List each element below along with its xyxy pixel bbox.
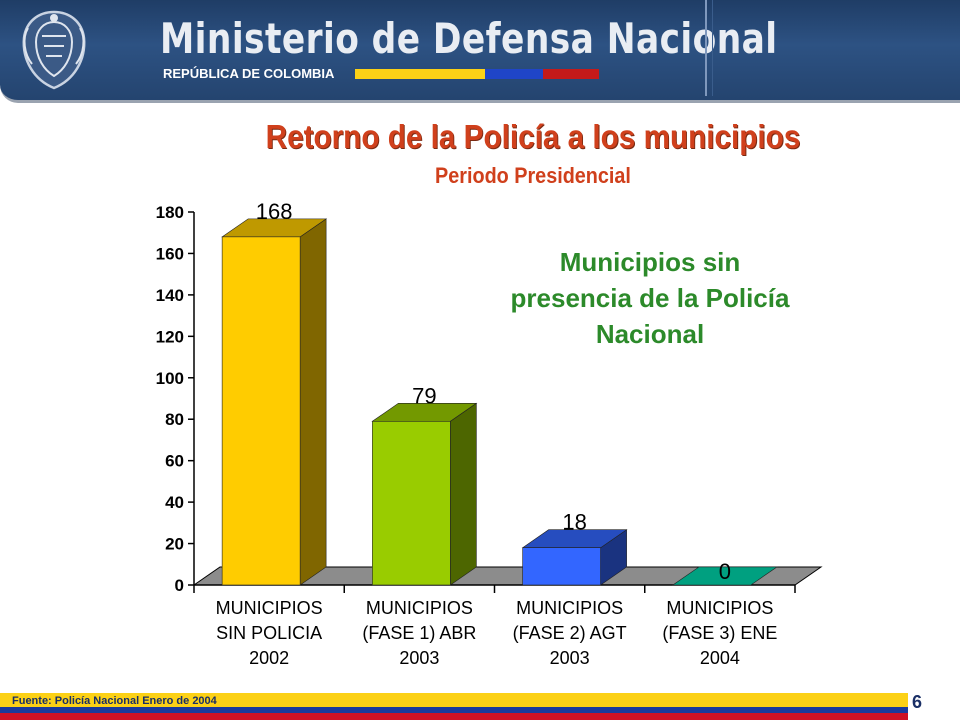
category-label: 2002 [249, 648, 289, 668]
category-label: 2003 [550, 648, 590, 668]
category-label: MUNICIPIOS [216, 598, 323, 618]
header-banner: Ministerio de Defensa Nacional REPÚBLICA… [0, 0, 960, 103]
republic-subtitle: REPÚBLICA DE COLOMBIA [163, 66, 335, 81]
footer-stripe-yellow [0, 693, 908, 707]
category-label: MUNICIPIOS [666, 598, 773, 618]
bar [372, 420, 451, 586]
bar [221, 236, 301, 586]
page-number: 6 [912, 692, 923, 712]
footer-stripe-red [0, 713, 908, 720]
y-tick-label: 160 [156, 244, 184, 263]
data-label: 0 [719, 559, 731, 584]
y-tick-label: 40 [165, 493, 184, 512]
data-label: 79 [412, 383, 436, 408]
category-label: 2003 [399, 648, 439, 668]
data-label: 18 [562, 510, 586, 535]
source-note: Fuente: Policía Nacional Enero de 2004 [12, 695, 217, 707]
bar-side [450, 402, 477, 586]
category-label: MUNICIPIOS [366, 598, 473, 618]
data-label: 168 [256, 199, 293, 224]
banner-divider [705, 0, 707, 96]
y-tick-label: 120 [156, 327, 184, 346]
category-label: (FASE 1) ABR [362, 623, 476, 643]
ministry-title: Ministerio de Defensa Nacional [160, 14, 778, 63]
y-tick-label: 140 [156, 286, 184, 305]
category-label: 2004 [700, 648, 740, 668]
y-tick-label: 100 [156, 369, 184, 388]
category-label: (FASE 2) AGT [513, 623, 627, 643]
category-label: MUNICIPIOS [516, 598, 623, 618]
bar [671, 566, 778, 586]
footer-stripe-blue [0, 707, 908, 713]
chart-annotation: Municipios sin presencia de la Policía N… [510, 247, 790, 349]
chart-subtitle: Periodo Presidencial [435, 163, 631, 188]
bar [522, 547, 601, 586]
banner-divider-secondary [712, 0, 713, 96]
category-label: (FASE 3) ENE [662, 623, 777, 643]
y-tick-label: 60 [165, 452, 184, 471]
chart-title: Retorno de la Policía a los municipios [265, 118, 801, 155]
flag-stripe-yellow [355, 69, 485, 79]
flag-stripe-blue [485, 69, 543, 79]
flag-stripe-red [543, 69, 599, 79]
coat-of-arms-icon [22, 10, 86, 90]
y-tick-label: 0 [175, 576, 184, 595]
y-tick-label: 80 [165, 410, 184, 429]
y-tick-label: 180 [156, 203, 184, 222]
bar-side [299, 218, 327, 586]
y-tick-label: 20 [165, 535, 184, 554]
category-label: SIN POLICIA [216, 623, 322, 643]
